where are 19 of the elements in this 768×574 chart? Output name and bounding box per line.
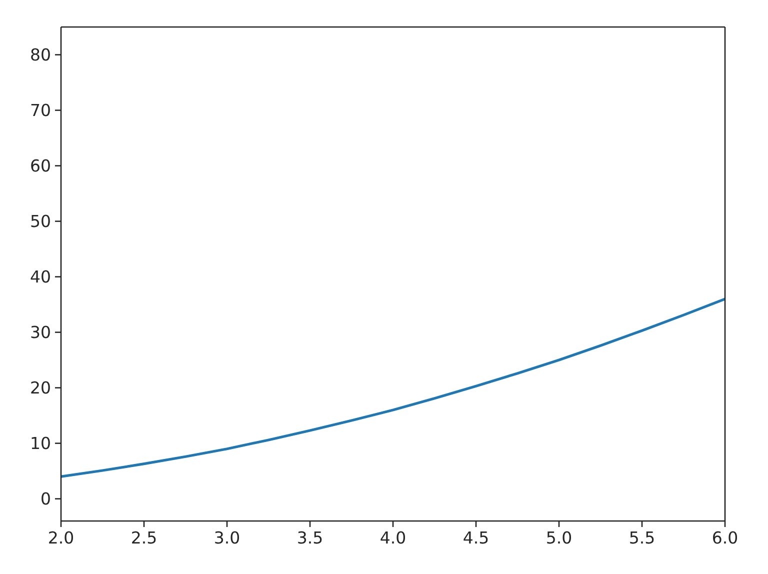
y-tick-label: 0 [40,490,51,509]
y-tick-label: 50 [30,212,51,232]
line-series [61,298,725,478]
x-tick-label: 2.0 [48,528,74,548]
y-tick-label: 20 [30,378,51,398]
x-tick-label: 6.0 [712,528,738,548]
y-tick-label: 60 [30,156,51,176]
y-tick-label: 40 [30,268,51,287]
y-tick-label: 30 [30,323,51,342]
y-tick-label: 70 [30,101,51,120]
x-tick-label: 4.5 [462,528,490,548]
x-tick-label: 3.0 [214,528,240,548]
x-tick-label: 4.0 [380,528,406,548]
x-tick-label: 5.5 [628,528,656,548]
x-tick-label: 3.5 [296,528,324,548]
y-tick-label: 80 [30,46,51,65]
x-tick-label: 2.5 [130,528,158,548]
x-tick-label: 5.0 [546,528,572,548]
y-tick-label: 10 [30,434,51,454]
